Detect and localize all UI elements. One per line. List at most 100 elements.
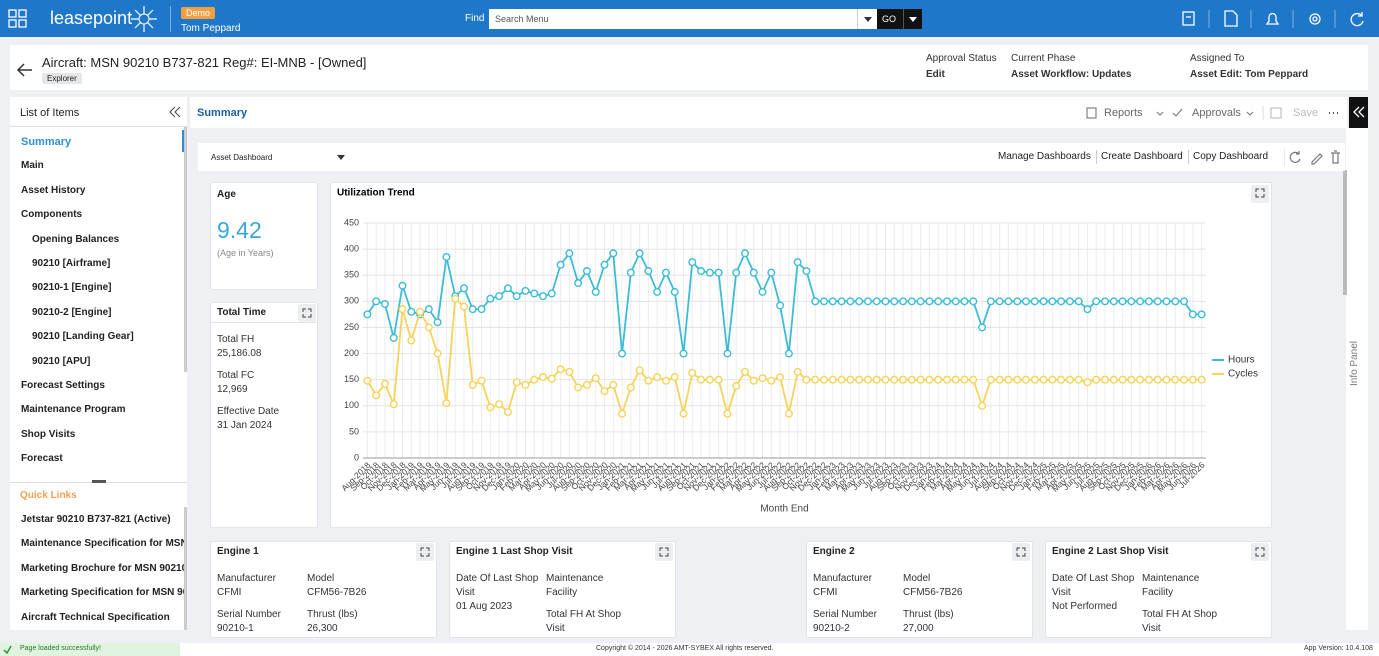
expand-button[interactable] [298, 304, 316, 322]
nav-item[interactable]: Forecast [21, 453, 63, 465]
go-dropdown[interactable] [903, 9, 922, 29]
quick-link[interactable]: Maintenance Specification for MSN [21, 538, 184, 550]
nav-item[interactable]: Shop Visits [21, 428, 76, 440]
env-badge: Demo [181, 7, 216, 19]
expand-button[interactable] [1012, 543, 1030, 561]
toolbar-button[interactable]: Save [1293, 107, 1319, 119]
field-label: Total FH At Shop Visit [546, 609, 622, 634]
nav-item[interactable]: Main [21, 160, 44, 172]
search-dropdown[interactable] [857, 9, 878, 29]
data-point [969, 297, 978, 306]
data-point [1101, 297, 1110, 306]
data-point [380, 299, 389, 308]
y-tick-label: 450 [344, 217, 359, 227]
divider [1188, 150, 1189, 164]
data-point [609, 249, 618, 258]
data-point [653, 373, 662, 382]
app-version: App Version: 10.4.108 [1304, 645, 1373, 652]
quick-link[interactable]: Marketing Specification for MSN 90 [21, 587, 184, 599]
engine-card: Engine 1 Last Shop Visit Date Of Last Sho… [449, 541, 676, 638]
quick-link[interactable]: Marketing Brochure for MSN 90210 [21, 562, 184, 574]
main-header: Summary Reports Approvals Save [190, 97, 1347, 128]
dashboard-action[interactable]: Copy Dashboard [1193, 151, 1269, 162]
nav-item[interactable]: Maintenance Program [21, 404, 126, 416]
expand-button[interactable] [655, 543, 673, 561]
dashboard-select[interactable]: Asset Dashboard [211, 153, 273, 162]
data-point [986, 375, 995, 384]
data-point [969, 375, 978, 384]
nav-item[interactable]: Summary [21, 136, 72, 148]
app-name[interactable]: leasepoint [50, 8, 133, 28]
data-point [732, 268, 741, 277]
field-value: Not Performed [1052, 601, 1118, 612]
nav-subitem[interactable]: 90210 [Landing Gear] [32, 331, 134, 343]
info-panel[interactable]: Info Panel [1346, 128, 1368, 630]
data-point [618, 409, 627, 418]
data-point [705, 268, 714, 277]
field-label: Model [307, 573, 335, 584]
tab-title: Summary [197, 107, 248, 119]
data-point [521, 286, 530, 295]
data-point [1030, 297, 1039, 306]
nav-subitem[interactable]: 90210-1 [Engine] [32, 282, 112, 294]
data-point [389, 333, 398, 342]
go-button[interactable]: GO [877, 9, 903, 29]
data-point [740, 367, 749, 376]
divider [10, 126, 187, 127]
data-point [942, 375, 951, 384]
expand-button[interactable] [1251, 185, 1269, 203]
data-point [644, 376, 653, 385]
nav-subitem[interactable]: 90210 [Airframe] [32, 258, 111, 269]
data-point [635, 366, 644, 375]
data-point [547, 289, 556, 298]
data-point [723, 409, 732, 418]
data-point [960, 297, 969, 306]
data-point [1065, 375, 1074, 384]
apps-icon[interactable] [8, 9, 28, 29]
nav-item[interactable]: Asset History [21, 184, 86, 196]
data-point [723, 349, 732, 358]
expand-button[interactable] [1251, 543, 1269, 561]
data-point [1039, 297, 1048, 306]
status-label: Current Phase [1011, 53, 1076, 64]
data-point [1048, 297, 1057, 306]
data-point [1162, 297, 1171, 306]
select-arrow[interactable] [336, 152, 346, 162]
data-point [433, 349, 442, 358]
data-point [881, 375, 890, 384]
panel-toggle[interactable] [1349, 97, 1368, 128]
dashboard-action[interactable]: Create Dashboard [1101, 151, 1183, 162]
data-point [407, 307, 416, 316]
data-point [907, 375, 916, 384]
field-value: CFMI [813, 587, 838, 598]
data-point [916, 297, 925, 306]
nav-subitem[interactable]: 90210-2 [Engine] [32, 306, 112, 318]
collapse-sidebar[interactable] [168, 106, 182, 118]
back-button[interactable] [16, 62, 34, 78]
field-label: Effective Date [217, 406, 280, 417]
data-point [644, 267, 653, 276]
data-point [951, 297, 960, 306]
nav-item[interactable]: Forecast Settings [21, 380, 105, 391]
nav-item[interactable]: Components [21, 209, 83, 221]
field-label: Manufacturer [217, 573, 276, 584]
field-label: Maintenance Facility [1142, 573, 1200, 598]
data-point [468, 305, 477, 314]
toolbar-button[interactable]: Approvals [1192, 107, 1241, 119]
y-tick-label: 50 [349, 426, 359, 436]
toolbar-button[interactable]: Reports [1104, 107, 1143, 119]
field-value: CFMI [217, 587, 242, 598]
resize-handle[interactable] [92, 480, 106, 483]
quick-link[interactable]: Jetstar 90210 B737-821 (Active) [21, 514, 171, 525]
dashboard-action[interactable]: Manage Dashboards [998, 151, 1091, 162]
nav-subitem[interactable]: Opening Balances [32, 233, 120, 245]
data-point [1101, 375, 1110, 384]
data-point [1171, 375, 1180, 384]
nav-subitem[interactable]: 90210 [APU] [32, 355, 91, 367]
quick-link[interactable]: Aircraft Technical Specification [21, 611, 170, 623]
y-tick-label: 150 [344, 374, 359, 384]
search-input[interactable]: Search Menu [489, 9, 877, 29]
engine-card: Engine 2 Last Shop Visit Date Of Last Sho… [1045, 541, 1272, 638]
expand-button[interactable] [416, 543, 434, 561]
search-placeholder: Search Menu [495, 14, 549, 24]
